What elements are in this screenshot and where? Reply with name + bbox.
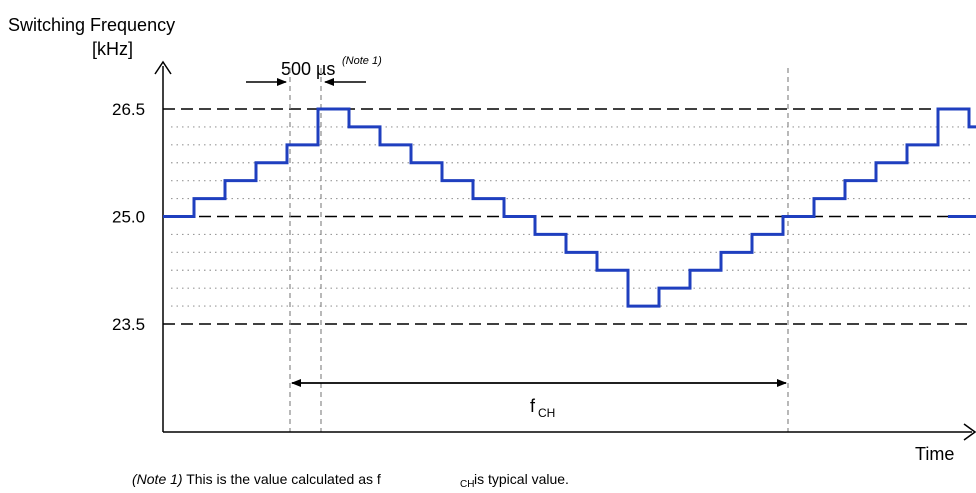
- fch-annotation-label: f: [530, 396, 536, 416]
- x-axis-arrow: [963, 423, 976, 441]
- series-layer: [163, 107, 976, 308]
- y-tick-label: 23.5: [112, 315, 145, 334]
- y-axis-arrow: [154, 60, 172, 75]
- period-annotation-label: 500 µs: [281, 59, 335, 79]
- period-annotation-note: (Note 1): [342, 55, 382, 67]
- frequency-step-line: [163, 107, 976, 308]
- footnote-tail: is typical value.: [474, 471, 569, 487]
- fch-annotation-subscript: CH: [538, 406, 555, 420]
- x-axis-label: Time: [915, 444, 954, 464]
- y-axis-label-line2: [kHz]: [92, 39, 133, 59]
- y-tick-label: 25.0: [112, 208, 145, 227]
- axis-layer: [154, 60, 976, 441]
- y-axis-label-line1: Switching Frequency: [8, 15, 175, 35]
- y-tick-label: 26.5: [112, 100, 145, 119]
- footnote: (Note 1) This is the value calculated as…: [132, 471, 381, 487]
- footnote-subscript: CH: [460, 479, 474, 488]
